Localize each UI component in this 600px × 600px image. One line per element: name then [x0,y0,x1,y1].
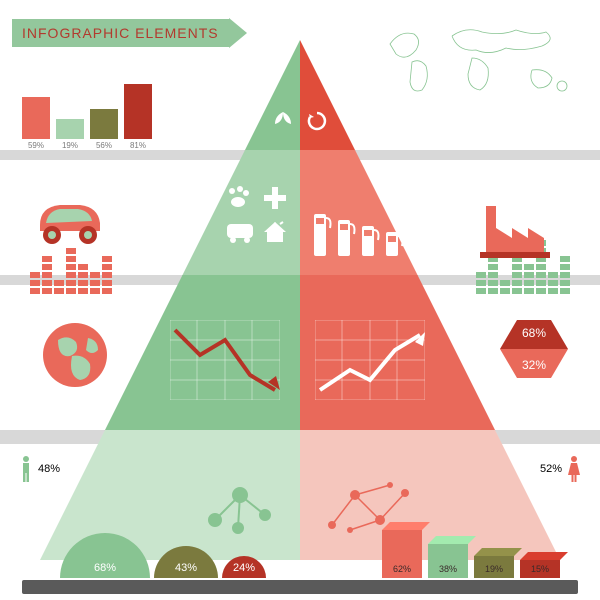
mini-bar: 19% [56,119,84,150]
mini-bar: 59% [22,97,50,150]
person-female: 52% [540,455,582,483]
title-arrow-icon [229,18,247,48]
mini-bar-chart: 59%19%56%81% [22,80,152,150]
line-chart-up [315,320,425,400]
person-male: 48% [18,455,60,483]
recycle-icon [306,110,328,132]
leaves-icon [272,110,294,132]
title-banner: INFOGRAPHIC ELEMENTS [12,18,247,48]
car-icon [30,195,110,250]
factory-icon [480,200,560,260]
semicircle: 43% [154,546,218,578]
semicircle: 24% [222,556,266,578]
plus-icon [262,185,288,211]
bar3d: 15% [520,552,560,578]
paw-icon [225,185,251,211]
semicircle: 68% [60,533,150,578]
person-female-label: 52% [540,463,562,475]
world-map [382,14,582,104]
gas-pumps [312,208,404,256]
molecule-icon [200,480,280,540]
bar3d: 38% [428,536,468,578]
floor-band [22,580,578,594]
mini-bar: 56% [90,109,118,150]
hex-bot-value: 32% [500,358,568,372]
mini-bar: 81% [124,84,152,150]
bus-icon [225,220,255,244]
globe-icon [40,320,110,390]
pump-icon [312,208,332,256]
bar3d: 19% [474,548,514,578]
pump-icon [336,214,356,256]
pump-icon [360,220,380,256]
network-icon [320,475,420,545]
house-icon [262,220,288,244]
equalizer-left [30,248,112,294]
pump-icon [384,226,404,256]
hex-stat: 68% 32% [500,320,568,378]
line-chart-down [170,320,280,400]
person-male-label: 48% [38,463,60,475]
hex-top-value: 68% [500,326,568,340]
title-text: INFOGRAPHIC ELEMENTS [12,19,229,47]
